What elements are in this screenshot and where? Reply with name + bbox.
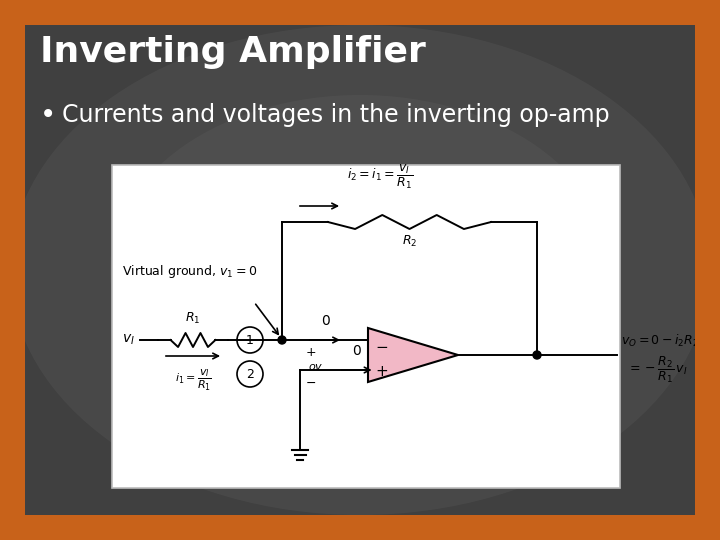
Text: $v_O = 0 - i_2R_2$: $v_O = 0 - i_2R_2$ <box>621 333 699 349</box>
Text: $+$: $+$ <box>305 346 316 359</box>
Bar <box>112 165 620 488</box>
Circle shape <box>278 336 286 344</box>
Text: $= -\dfrac{R_2}{R_1}\,v_I$: $= -\dfrac{R_2}{R_1}\,v_I$ <box>627 355 688 385</box>
Text: 0: 0 <box>352 344 361 358</box>
Text: Inverting Amplifier: Inverting Amplifier <box>40 35 426 69</box>
Text: $-$: $-$ <box>375 338 389 353</box>
Text: fppt.com: fppt.com <box>657 518 700 528</box>
Text: 1: 1 <box>246 334 254 347</box>
Circle shape <box>533 351 541 359</box>
Text: $-$: $-$ <box>305 376 316 389</box>
Ellipse shape <box>210 165 510 375</box>
Text: $v_I$: $v_I$ <box>122 333 135 347</box>
Ellipse shape <box>110 95 610 445</box>
Text: $ov$: $ov$ <box>308 362 323 372</box>
Text: $+$: $+$ <box>375 364 389 380</box>
Text: $i_1 = \dfrac{v_I}{R_1}$: $i_1 = \dfrac{v_I}{R_1}$ <box>174 368 212 393</box>
Ellipse shape <box>10 25 710 515</box>
Text: Currents and voltages in the inverting op-amp: Currents and voltages in the inverting o… <box>62 103 610 127</box>
Text: $i_2 = i_1 = \dfrac{v_I}{R_1}$: $i_2 = i_1 = \dfrac{v_I}{R_1}$ <box>347 163 413 191</box>
Text: 2: 2 <box>246 368 254 381</box>
Polygon shape <box>368 328 458 382</box>
Text: Virtual ground, $v_1 = 0$: Virtual ground, $v_1 = 0$ <box>122 264 257 280</box>
Text: $R_2$: $R_2$ <box>402 234 417 249</box>
Text: 0: 0 <box>320 314 329 328</box>
Text: $R_1$: $R_1$ <box>185 311 201 326</box>
Text: •: • <box>40 101 56 129</box>
